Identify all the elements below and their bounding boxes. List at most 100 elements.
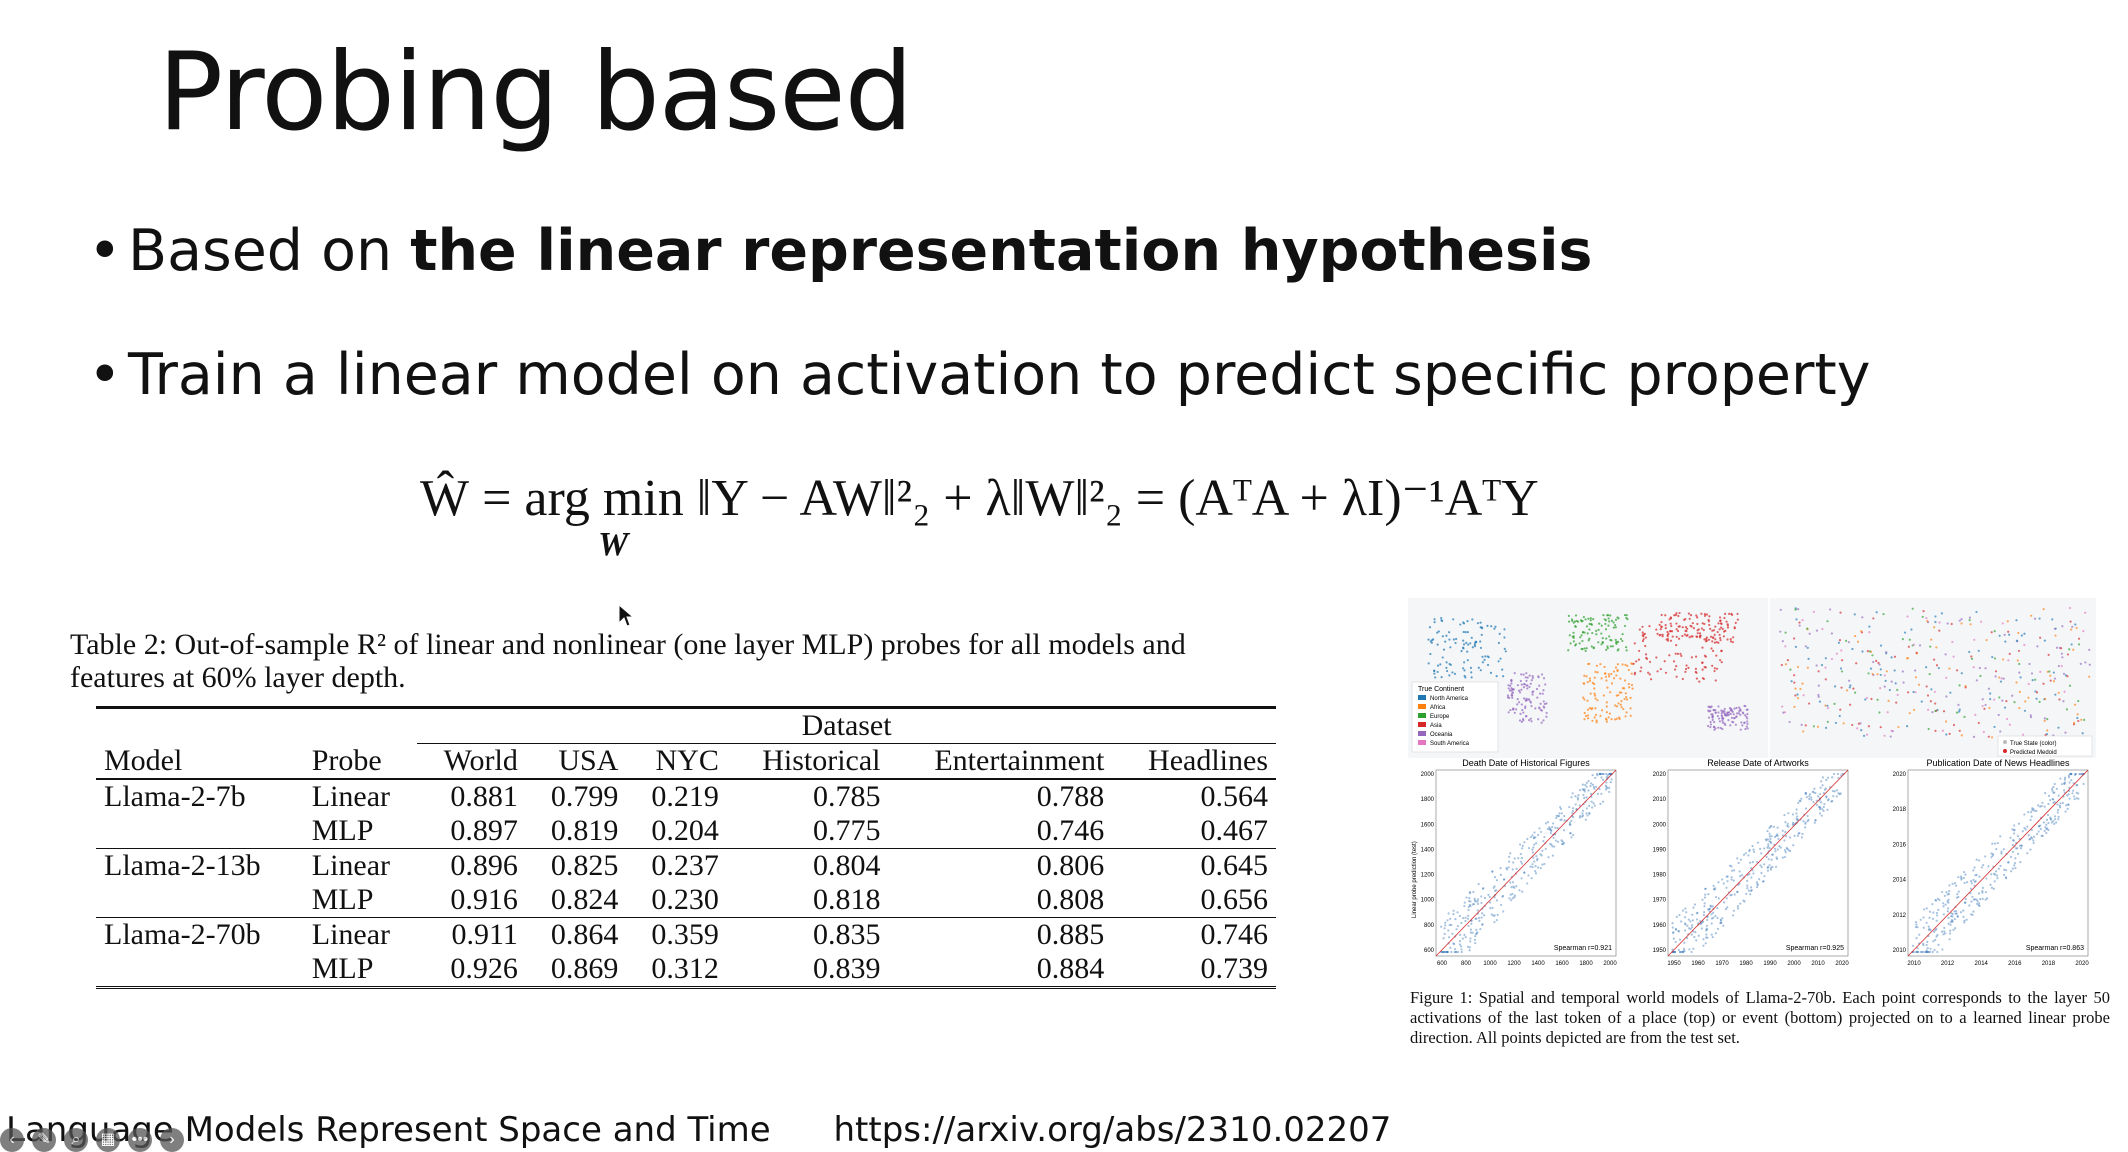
value-cell: 0.230 [651, 883, 719, 916]
scatter-point [1786, 822, 1789, 825]
scatter-point [1452, 942, 1455, 945]
scatter-point [1719, 921, 1722, 924]
scatter-point [1808, 797, 1811, 800]
scatter-point [1523, 841, 1526, 844]
scatter-point [2063, 782, 2066, 785]
scatter-point [2019, 844, 2022, 847]
scatter-point [1951, 919, 1954, 923]
scatter-point [1440, 950, 1443, 954]
scatter-point [1521, 890, 1524, 893]
y-tick-label: 1950 [1653, 948, 1667, 954]
scatter-point [1742, 899, 1745, 902]
scatter-point [1819, 786, 1822, 789]
scatter-point [1947, 892, 1951, 896]
scatter-point [2070, 772, 2073, 776]
value-cell: 0.564 [1112, 778, 1276, 814]
scatter-point [2041, 834, 2044, 838]
scatter-point [1755, 885, 1759, 889]
scatter-point [2081, 772, 2084, 776]
scatter-point [1962, 909, 1965, 912]
scatter-point [1476, 902, 1480, 905]
scatter-point [1746, 879, 1749, 883]
scatter-point [1538, 827, 1541, 830]
col-header: Historical [762, 744, 881, 777]
scatter-point [1769, 866, 1773, 869]
scatter-point [1469, 900, 1472, 903]
scatter-point [1947, 916, 1950, 920]
table-caption-line1: Table 2: Out-of-sample R² of linear and … [70, 628, 1186, 661]
scatter-point [1600, 792, 1603, 795]
more-options-icon[interactable]: ••• [128, 1128, 152, 1152]
scatter-point [1973, 866, 1976, 869]
scatter-point [1813, 821, 1816, 824]
footer-paper-url[interactable]: https://arxiv.org/abs/2310.02207 [833, 1110, 1392, 1150]
equation-main: Ŵ = arg min ‖Y − AW‖²₂ + λ‖W‖²₂ = (AᵀA +… [420, 470, 1539, 527]
scatter-point [1519, 852, 1522, 856]
scatter-point [1773, 835, 1777, 839]
scatter-point [1541, 863, 1544, 866]
scatter-point [1507, 866, 1510, 869]
scatter-point [1737, 861, 1740, 865]
scatter-point [2041, 801, 2044, 804]
value-cell: 0.884 [1036, 952, 1105, 985]
scatter-point [1454, 950, 1458, 954]
scatter-point [2011, 828, 2014, 831]
scatter-point [1977, 859, 1981, 862]
scatter-point [2054, 815, 2057, 818]
table-group-header-row: Dataset [96, 707, 1276, 744]
scatter-point [1474, 942, 1477, 945]
zoom-icon[interactable]: ⌕ [64, 1128, 88, 1152]
x-tick-label: 2000 [1787, 961, 1801, 967]
pen-icon[interactable]: ✎ [32, 1128, 56, 1152]
scatter-point [1813, 787, 1816, 790]
scatter-point [1692, 906, 1695, 909]
scatter-point [1550, 829, 1553, 833]
scatter-point [1472, 902, 1476, 906]
scatter-point [1924, 950, 1927, 954]
scatter-point [1452, 912, 1455, 916]
scatter-point [1925, 921, 1928, 924]
scatter-point [1493, 885, 1496, 888]
scatter-point [1957, 895, 1960, 899]
scatter-point [1601, 778, 1605, 781]
scatter-point [1493, 914, 1496, 917]
scatter-point [2033, 809, 2036, 812]
scatter-point [1581, 812, 1584, 815]
scatter-point [1750, 876, 1753, 879]
scatter-point [2060, 783, 2063, 786]
scatter-point [1576, 798, 1580, 801]
scatter-point [1492, 886, 1495, 889]
scatter-point [1766, 869, 1770, 872]
scatter-point [1922, 942, 1925, 945]
value-cell: 0.897 [450, 814, 518, 847]
scatter-point [1582, 788, 1585, 792]
scatter-point [2064, 810, 2067, 813]
scatter-point [1476, 900, 1479, 903]
scatter-point [2067, 803, 2070, 806]
scatter-point [1959, 911, 1963, 914]
scatter-point [1579, 814, 1582, 818]
scatter-point [1683, 916, 1687, 919]
scatter-point [1526, 837, 1529, 841]
scatter-point [1533, 843, 1536, 846]
scatter-point [1557, 814, 1560, 818]
scatter-point [1990, 856, 1993, 859]
scatter-point [1686, 924, 1689, 927]
scatter-point [1599, 802, 1602, 805]
scatter-point [1572, 816, 1575, 819]
scatter-point [1674, 928, 1678, 931]
col-header: Headlines [1148, 744, 1268, 777]
scatter-point [1473, 899, 1476, 902]
scatter-point [2030, 836, 2033, 839]
identity-line [1435, 769, 1617, 957]
scatter-point [1955, 912, 1958, 915]
scatter-point [1994, 870, 1998, 873]
prev-slide-icon[interactable]: ‹ [0, 1128, 24, 1152]
slides-grid-icon[interactable]: ▦ [96, 1128, 120, 1152]
scatter-point [2042, 821, 2045, 824]
next-slide-icon[interactable]: › [160, 1128, 184, 1152]
scatter-point [1771, 853, 1775, 856]
scatter-point [1469, 928, 1473, 931]
scatter-point [2047, 821, 2050, 825]
scatter-point [1561, 840, 1564, 843]
